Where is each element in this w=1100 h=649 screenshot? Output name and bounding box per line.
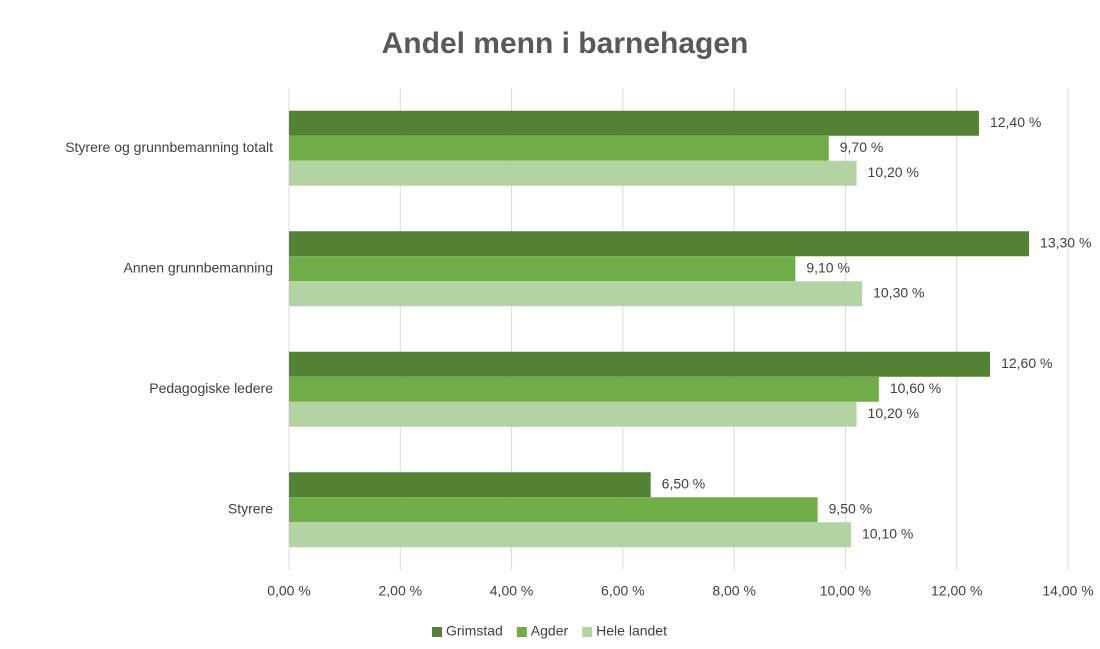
y-tick-label: Annen grunnbemanning (124, 259, 273, 275)
x-tick-label: 8,00 % (712, 583, 756, 599)
legend-swatch (432, 627, 442, 637)
bar (289, 522, 851, 548)
bar (289, 401, 857, 427)
data-label: 10,20 % (868, 405, 919, 421)
data-label: 12,40 % (990, 114, 1041, 130)
y-tick-label: Styrere (228, 500, 273, 516)
chart-title: Andel menn i barnehagen (382, 27, 749, 60)
data-label: 12,60 % (1001, 355, 1052, 371)
x-tick-label: 6,00 % (601, 583, 645, 599)
bar (289, 351, 991, 377)
x-tick-label: 2,00 % (378, 583, 422, 599)
legend-label: Hele landet (596, 623, 667, 639)
bar (289, 281, 863, 307)
x-tick-label: 4,00 % (490, 583, 534, 599)
legend-swatch (516, 627, 527, 637)
x-tick-label: 12,00 % (931, 583, 982, 599)
x-tick-label: 0,00 % (267, 583, 311, 599)
bar (289, 472, 651, 498)
bar (289, 231, 1030, 257)
y-tick-label: Pedagogiske ledere (149, 380, 273, 396)
data-label: 10,60 % (890, 380, 941, 396)
data-label: 10,30 % (873, 284, 924, 300)
bar (289, 110, 979, 136)
bar (289, 497, 818, 523)
bar (289, 135, 829, 161)
legend-label: Grimstad (446, 623, 503, 639)
legend-label: Agder (531, 623, 569, 639)
y-tick-label: Styrere og grunnbemanning totalt (65, 139, 273, 155)
x-tick-label: 10,00 % (820, 583, 871, 599)
data-label: 9,10 % (806, 259, 850, 275)
data-label: 10,10 % (862, 525, 913, 541)
bar (289, 256, 796, 282)
bar (289, 160, 857, 186)
data-label: 13,30 % (1040, 234, 1091, 250)
data-label: 9,70 % (840, 139, 884, 155)
legend-swatch (582, 627, 593, 637)
data-label: 6,50 % (662, 475, 706, 491)
data-label: 10,20 % (868, 164, 919, 180)
x-tick-label: 14,00 % (1042, 583, 1093, 599)
data-label: 9,50 % (829, 500, 873, 516)
bar (289, 376, 879, 402)
